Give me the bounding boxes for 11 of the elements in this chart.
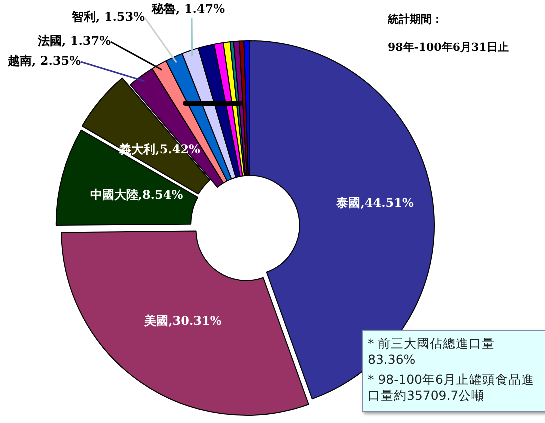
slice-label: 法國, 1.37% [37, 34, 112, 48]
slice-label: 美國,30.31% [144, 314, 222, 328]
slice-label: 秘魯, 1.47% [151, 2, 226, 16]
text: 98年-100年6月31日止 [388, 40, 509, 55]
text: * 前三大國佔總進口量 83.36% [368, 336, 496, 368]
slice-label: 越南, 2.35% [7, 54, 82, 68]
slice-label: 泰國,44.51% [336, 196, 414, 210]
text: * 98-100年6月止罐頭食品進口量約35709.7公噸 [368, 372, 536, 404]
text: 統計期間： [388, 12, 443, 27]
slice-label: 智利, 1.53% [71, 10, 146, 24]
slice-label: 中國大陸,8.54% [90, 188, 184, 202]
